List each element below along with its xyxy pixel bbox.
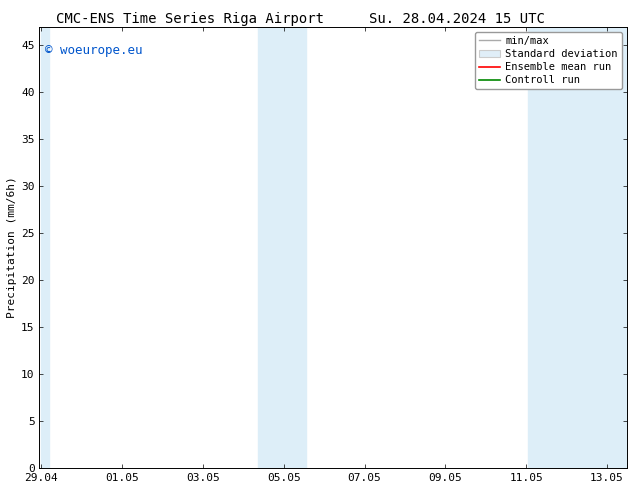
Bar xyxy=(528,26,627,468)
Text: Su. 28.04.2024 15 UTC: Su. 28.04.2024 15 UTC xyxy=(368,12,545,26)
Bar xyxy=(257,26,306,468)
Y-axis label: Precipitation (mm/6h): Precipitation (mm/6h) xyxy=(7,176,17,318)
Text: CMC-ENS Time Series Riga Airport: CMC-ENS Time Series Riga Airport xyxy=(56,12,324,26)
Bar xyxy=(41,26,49,468)
Text: © woeurope.eu: © woeurope.eu xyxy=(46,44,143,57)
Legend: min/max, Standard deviation, Ensemble mean run, Controll run: min/max, Standard deviation, Ensemble me… xyxy=(475,32,622,90)
